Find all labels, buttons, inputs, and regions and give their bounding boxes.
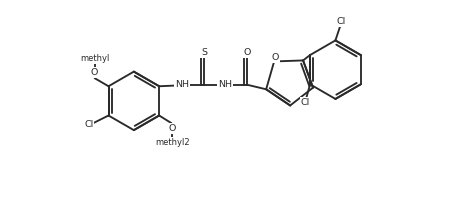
Text: O: O bbox=[271, 53, 278, 62]
Text: Cl: Cl bbox=[337, 17, 346, 26]
Text: Cl: Cl bbox=[84, 120, 93, 129]
Text: methyl: methyl bbox=[80, 54, 109, 63]
Text: O: O bbox=[91, 68, 99, 77]
Text: O: O bbox=[243, 48, 251, 57]
Text: NH: NH bbox=[175, 80, 189, 89]
Text: NH: NH bbox=[218, 80, 232, 89]
Text: S: S bbox=[201, 48, 207, 57]
Text: Cl: Cl bbox=[300, 98, 310, 107]
Text: O: O bbox=[169, 124, 176, 133]
Text: methyl2: methyl2 bbox=[155, 138, 189, 147]
